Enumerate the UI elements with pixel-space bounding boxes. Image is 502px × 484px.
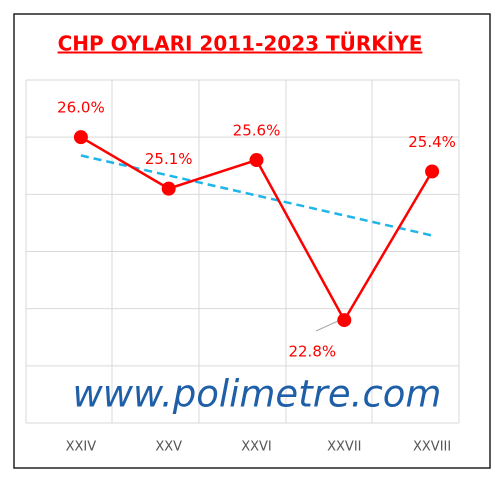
point — [161, 181, 176, 196]
watermark: www.polimetre.com — [73, 373, 442, 416]
point — [425, 164, 440, 179]
point — [73, 130, 88, 145]
x-tick-label: XXVI — [241, 440, 272, 455]
x-tick-label: XXV — [155, 440, 182, 455]
data-label: 25.4% — [408, 133, 456, 151]
x-tick-label: XXVIII — [413, 440, 451, 455]
trendline — [80, 154, 433, 237]
data-label: 25.6% — [233, 122, 281, 140]
x-tick-label: XXVII — [327, 440, 361, 455]
leader-line — [315, 320, 339, 332]
x-tick-label: XXIV — [66, 440, 97, 455]
chart-title: CHP OYLARI 2011-2023 TÜRKİYE — [58, 32, 423, 56]
data-label: 26.0% — [57, 99, 105, 117]
point — [337, 313, 352, 328]
data-label: 22.8% — [288, 343, 336, 361]
chart-border — [13, 13, 491, 469]
data-label: 25.1% — [145, 150, 193, 168]
point — [249, 153, 264, 168]
